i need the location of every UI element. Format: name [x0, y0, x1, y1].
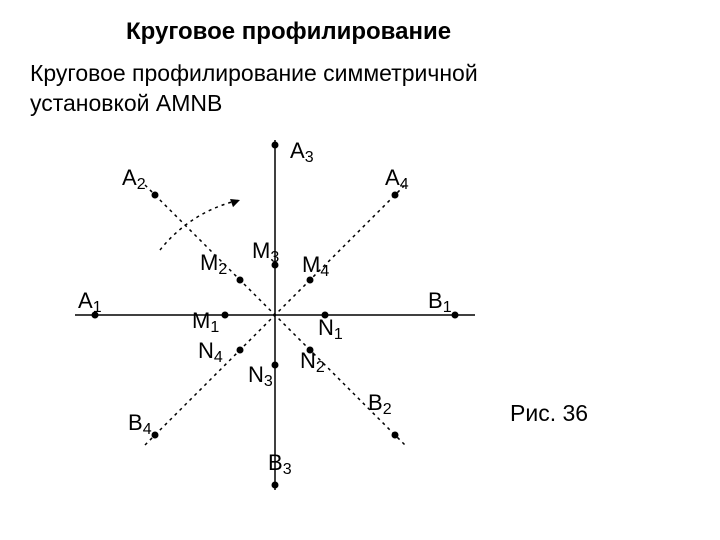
node-label-A4: A4 [385, 165, 409, 193]
page-title: Круговое профилирование [126, 18, 451, 46]
node-label-M2: M2 [200, 250, 227, 278]
node-label-N3: N3 [248, 362, 273, 390]
node-B3 [272, 482, 279, 489]
node-label-B3: B3 [268, 450, 292, 478]
node-label-B4: B4 [128, 410, 152, 438]
node-label-A1: A1 [78, 288, 102, 316]
node-label-A2: A2 [122, 165, 146, 193]
node-B2 [392, 432, 399, 439]
node-N4 [237, 347, 244, 354]
subtitle-line-1: Круговое профилирование симметричной [30, 60, 478, 87]
node-M2 [237, 277, 244, 284]
node-label-B1: B1 [428, 288, 452, 316]
node-A2 [152, 192, 159, 199]
node-label-M4: M4 [302, 252, 329, 280]
node-label-N1: N1 [318, 315, 343, 343]
figure-caption: Рис. 36 [510, 400, 588, 427]
node-label-N2: N2 [300, 348, 325, 376]
node-label-M1: M1 [192, 308, 219, 336]
profiling-diagram: A1A2A3A4B1B2B3B4M1M2M3M4N1N2N3N4 [50, 130, 520, 510]
node-B1 [452, 312, 459, 319]
node-A3 [272, 142, 279, 149]
node-M4 [307, 277, 314, 284]
node-N3 [272, 362, 279, 369]
node-M1 [222, 312, 229, 319]
node-A4 [392, 192, 399, 199]
node-B4 [152, 432, 159, 439]
rotation-arc [160, 200, 240, 250]
node-label-A3: A3 [290, 138, 314, 166]
node-label-N4: N4 [198, 338, 223, 366]
arrow-icon [230, 199, 240, 207]
subtitle-line-2: установкой AMNB [30, 90, 222, 117]
node-label-B2: B2 [368, 390, 392, 418]
